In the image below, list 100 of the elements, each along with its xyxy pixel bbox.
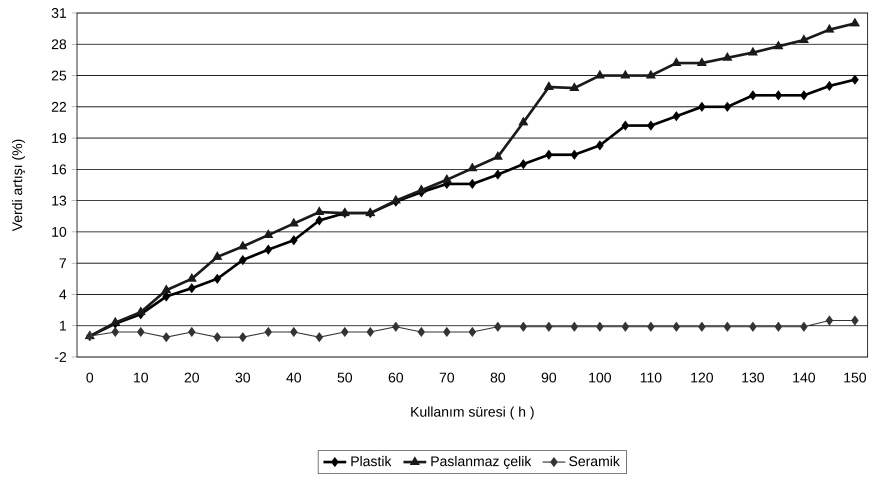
point [622, 322, 630, 332]
legend-label: Paslanmaz çelik [431, 456, 532, 470]
point [545, 150, 553, 160]
point [137, 327, 145, 337]
point [850, 18, 860, 26]
point [826, 81, 834, 91]
point [162, 292, 170, 302]
point [799, 34, 809, 44]
x-tick-label: 70 [440, 372, 454, 383]
point [647, 322, 655, 332]
y-tick-label: 22 [52, 102, 66, 112]
legend-label: Seramik [569, 456, 620, 466]
y-tick-label: 19 [52, 133, 66, 144]
point [316, 215, 324, 226]
x-axis-title: Kullanım süresi ( h ) [411, 406, 534, 420]
y-tick-label: 13 [52, 196, 66, 206]
point [392, 322, 400, 332]
y-tick-label: 7 [60, 258, 66, 268]
x-tick-label: 60 [388, 372, 404, 383]
y-tick-label: 1 [60, 320, 66, 331]
point [518, 116, 528, 126]
point [238, 240, 248, 250]
x-tick-label: 140 [793, 372, 816, 383]
point [416, 184, 426, 194]
point [263, 229, 274, 238]
point [442, 174, 452, 183]
x-tick-label: 100 [589, 372, 611, 383]
point [724, 102, 732, 112]
y-axis-title: Verdi artışı (%) [12, 140, 26, 232]
x-tick-label: 50 [338, 372, 352, 383]
point [290, 327, 298, 337]
point [748, 47, 758, 56]
point [290, 235, 298, 246]
x-tick-label: 150 [844, 372, 866, 383]
point [136, 306, 146, 316]
point [569, 82, 580, 91]
point [722, 52, 732, 61]
point [239, 332, 247, 342]
y-tick-label: 31 [52, 8, 66, 18]
point [214, 274, 222, 284]
point [774, 322, 782, 332]
y-tick-label: 16 [52, 164, 66, 174]
point [698, 322, 706, 332]
point [494, 170, 502, 180]
x-tick-label: 40 [286, 372, 302, 383]
point [545, 322, 553, 332]
point [826, 316, 834, 326]
legend-label: Plastik [351, 456, 392, 466]
point [288, 218, 299, 226]
y-tick-label: 10 [52, 226, 66, 237]
point [774, 90, 782, 100]
x-tick-label: 80 [490, 372, 506, 383]
point [851, 74, 859, 85]
x-tick-label: 30 [236, 372, 250, 383]
x-tick-label: 20 [184, 372, 200, 383]
point [214, 332, 222, 342]
y-tick-label: 4 [59, 290, 66, 300]
point [749, 90, 757, 100]
point [264, 327, 272, 337]
point [467, 162, 478, 172]
point [544, 81, 554, 90]
point [212, 251, 222, 260]
point [800, 90, 808, 100]
point [468, 327, 476, 337]
point [749, 322, 757, 332]
point [520, 322, 528, 332]
point [443, 327, 451, 337]
point [239, 255, 247, 265]
point [418, 327, 426, 337]
point [724, 322, 732, 332]
point [696, 57, 707, 66]
point [800, 322, 808, 332]
x-tick-label: 120 [691, 372, 713, 383]
point [672, 111, 680, 122]
point [596, 322, 604, 332]
point [824, 24, 834, 33]
x-tick-label: 110 [640, 372, 662, 383]
point [188, 283, 196, 294]
point [110, 316, 120, 326]
point [596, 140, 604, 150]
point [341, 327, 349, 337]
point [646, 70, 656, 78]
point [520, 159, 528, 170]
point [111, 327, 120, 337]
point [774, 40, 784, 50]
x-tick-label: 90 [542, 372, 556, 383]
point [314, 206, 324, 216]
point [622, 120, 630, 131]
y-tick-label: -2 [54, 352, 66, 362]
point [492, 151, 503, 160]
y-tick-label: 25 [52, 70, 66, 81]
point [851, 316, 859, 326]
point [570, 322, 578, 332]
x-tick-label: 130 [742, 372, 764, 383]
y-tick-label: 28 [52, 39, 66, 50]
point [161, 284, 172, 294]
point [494, 322, 502, 332]
point [162, 332, 170, 342]
x-tick-label: 0 [86, 372, 94, 383]
point [316, 332, 324, 342]
